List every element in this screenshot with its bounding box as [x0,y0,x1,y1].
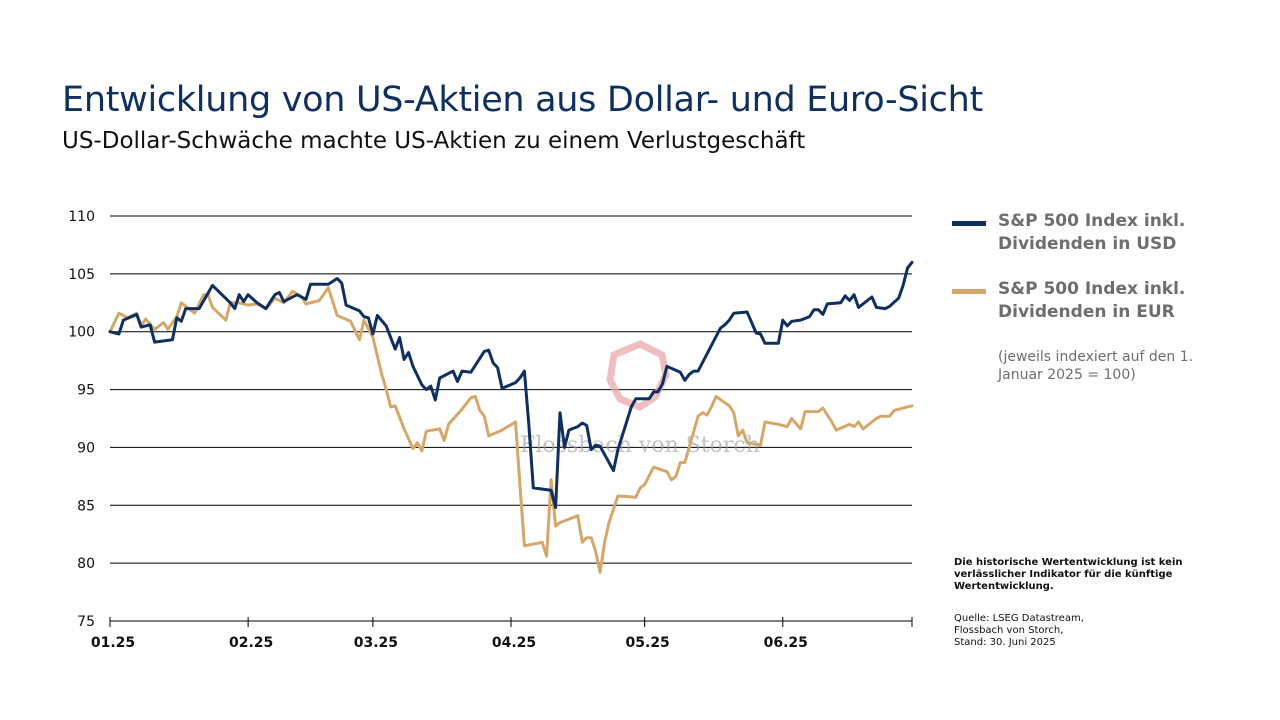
y-tick-label-100: 100 [68,325,95,341]
y-axis: 75 80 85 90 95 100 105 110 [68,209,95,630]
series-line-usd [108,260,914,510]
y-tick-label-110: 110 [68,209,95,225]
source-note: Quelle: LSEG Datastream, Flossbach von S… [954,613,1194,649]
legend-item-usd: S&P 500 Index inkl. Dividenden in USD [952,210,1252,256]
legend-swatch-eur [952,289,986,294]
x-tick-label-05.25: 05.25 [626,635,670,651]
legend-label-usd: S&P 500 Index inkl. Dividenden in USD [998,211,1186,254]
legend-note: (jeweils indexiert auf den 1. Januar 202… [998,349,1194,383]
x-tick-label-01.25: 01.25 [91,635,135,651]
page-title: Entwicklung von US-Aktien aus Dollar- un… [62,80,983,120]
x-tick-label-04.25: 04.25 [492,635,536,651]
x-tick-label-06.25: 06.25 [764,635,808,651]
x-tick-label-02.25: 02.25 [229,635,273,651]
source-line-1: Quelle: LSEG Datastream, [954,613,1084,624]
legend-label-eur: S&P 500 Index inkl. Dividenden in EUR [998,279,1186,322]
x-axis: 01.25 02.25 03.25 04.25 05.25 06.25 [91,617,913,651]
y-tick-label-90: 90 [77,440,95,456]
source-line-2: Flossbach von Storch, [954,625,1064,636]
grid-lines [110,215,912,564]
legend: S&P 500 Index inkl. Dividenden in USD S&… [952,210,1252,346]
watermark-logo-icon [606,340,670,411]
watermark: Flossbach von Storch [520,340,760,458]
x-tick-label-03.25: 03.25 [354,635,398,651]
legend-item-eur: S&P 500 Index inkl. Dividenden in EUR [952,278,1252,324]
disclaimer: Die historische Wertentwicklung ist kein… [954,557,1183,592]
y-tick-label-85: 85 [77,498,95,514]
series-layer [108,260,914,574]
watermark-text: Flossbach von Storch [520,433,760,458]
y-tick-label-80: 80 [77,556,95,572]
page-subtitle: US-Dollar-Schwäche machte US-Aktien zu e… [62,128,806,154]
series-line-eur [108,286,914,574]
y-tick-label-105: 105 [68,267,95,283]
source-line-3: Stand: 30. Juni 2025 [954,637,1056,648]
y-tick-label-75: 75 [77,614,95,630]
y-tick-label-95: 95 [77,383,95,399]
legend-swatch-usd [952,221,986,226]
